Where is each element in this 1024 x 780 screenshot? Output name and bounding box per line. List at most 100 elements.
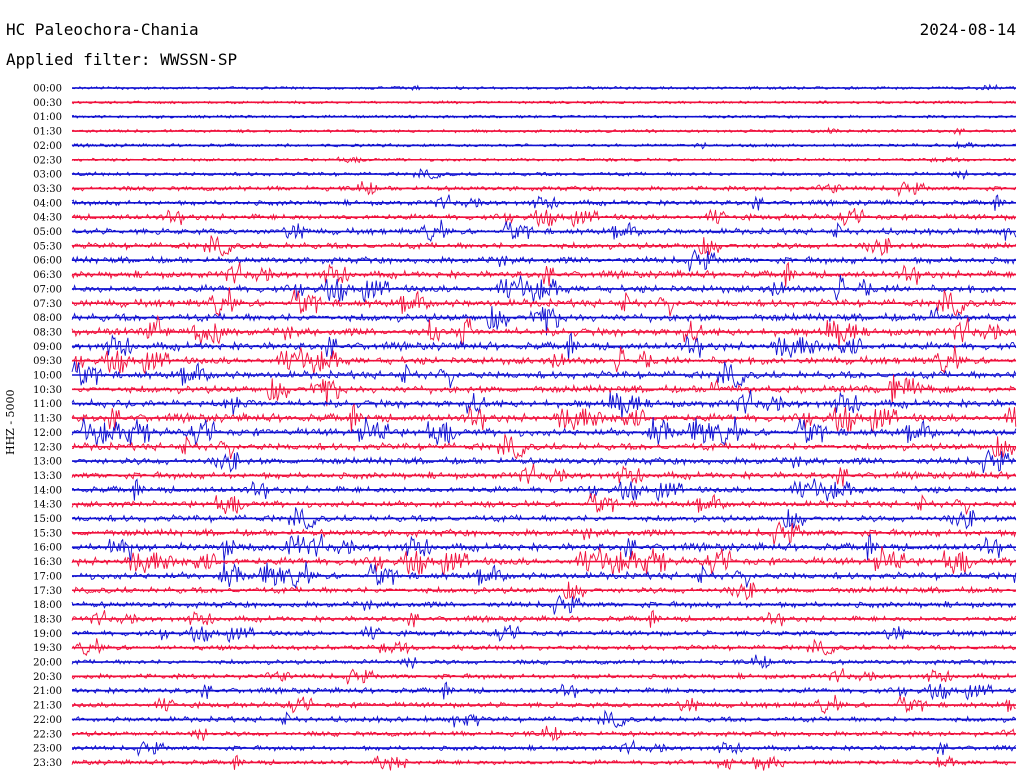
time-label: 17:00 (33, 571, 62, 582)
time-label: 08:30 (33, 327, 62, 338)
time-label: 11:30 (33, 414, 62, 425)
time-label: 05:00 (33, 227, 62, 238)
time-label: 16:00 (33, 543, 62, 554)
time-label: 04:00 (33, 198, 62, 209)
seismic-trace (71, 709, 1017, 728)
seismic-trace (72, 478, 1017, 503)
time-label: 05:30 (33, 241, 62, 252)
time-label: 07:30 (33, 299, 62, 310)
time-label: 20:30 (33, 672, 62, 683)
time-label: 20:00 (33, 658, 62, 669)
time-label: 13:30 (33, 471, 62, 482)
seismic-trace (71, 345, 1017, 375)
time-label: 12:30 (33, 442, 62, 453)
seismic-trace (71, 331, 1017, 361)
time-label: 10:30 (33, 385, 62, 396)
time-label: 15:30 (33, 528, 62, 539)
seismic-trace (71, 114, 1017, 120)
time-label: 10:00 (33, 371, 62, 382)
seismic-trace (72, 434, 1017, 460)
time-label: 00:30 (33, 98, 62, 109)
seismic-trace (71, 654, 1016, 669)
seismic-trace (71, 594, 1017, 615)
time-label: 03:00 (33, 170, 62, 181)
time-labels: 00:00 00:30 01:00 01:30 02:00 02:30 03:00 03:30… (33, 84, 62, 769)
seismic-trace (71, 739, 1017, 757)
time-label: 23:30 (33, 758, 62, 769)
seismic-trace (71, 168, 1017, 181)
time-label: 06:30 (33, 270, 62, 281)
time-label: 23:00 (33, 744, 62, 755)
seismic-trace (71, 248, 1016, 272)
seismic-trace (71, 521, 1017, 545)
time-label: 14:30 (33, 500, 62, 511)
seismic-trace (71, 754, 1016, 771)
time-label: 01:00 (33, 112, 62, 123)
time-label: 13:00 (33, 457, 62, 468)
seismic-trace (71, 361, 1017, 389)
time-label: 03:30 (33, 184, 62, 195)
seismic-trace (71, 374, 1017, 407)
time-label: 11:00 (33, 399, 62, 410)
time-label: 19:30 (33, 643, 62, 654)
time-label: 01:30 (33, 127, 62, 138)
time-label: 02:30 (33, 155, 62, 166)
time-label: 09:30 (33, 356, 62, 367)
seismic-trace (71, 533, 1016, 563)
time-label: 09:00 (33, 342, 62, 353)
seismic-trace (71, 181, 1017, 198)
time-label: 15:00 (33, 514, 62, 525)
seismic-trace (71, 140, 1016, 150)
time-label: 02:00 (33, 141, 62, 152)
time-label: 16:30 (33, 557, 62, 568)
seismic-trace (71, 463, 1017, 487)
time-label: 06:00 (33, 256, 62, 267)
seismic-trace (71, 581, 1016, 601)
time-label: 18:30 (33, 614, 62, 625)
seismic-trace (71, 668, 1017, 685)
time-label: 22:30 (33, 729, 62, 740)
seismic-trace (71, 306, 1017, 336)
seismic-trace (71, 416, 1017, 447)
time-label: 19:00 (33, 629, 62, 640)
time-label: 04:30 (33, 213, 62, 224)
time-label: 22:00 (33, 715, 62, 726)
seismic-trace (71, 219, 1017, 243)
traces (71, 83, 1017, 771)
seismic-trace (71, 725, 1017, 742)
seismic-trace (71, 449, 1016, 474)
seismic-trace (71, 100, 1016, 105)
station-title: HC Paleochora-Chania (6, 20, 199, 39)
seismic-trace (71, 314, 1017, 348)
time-label: 18:00 (33, 600, 62, 611)
seismic-trace (71, 546, 1016, 577)
seismic-trace (71, 561, 1017, 589)
time-label: 14:00 (33, 485, 62, 496)
seismic-trace (71, 235, 1017, 257)
seismic-trace (71, 287, 1017, 318)
time-label: 07:00 (33, 284, 62, 295)
seismic-trace (71, 126, 1017, 137)
seismic-trace (71, 402, 1017, 433)
seismic-trace (71, 493, 1017, 515)
seismic-trace (71, 261, 1016, 287)
filter-label: Applied filter: WWSSN-SP (6, 50, 238, 69)
seismic-trace (71, 194, 1016, 211)
seismic-trace (72, 694, 1016, 715)
seismic-trace (71, 638, 1016, 657)
time-label: 21:00 (33, 686, 62, 697)
seismic-trace (71, 609, 1017, 628)
seismic-trace (71, 681, 1016, 701)
time-label: 08:00 (33, 313, 62, 324)
time-label: 12:00 (33, 428, 62, 439)
time-label: 17:30 (33, 586, 62, 597)
seismic-trace (71, 507, 1017, 530)
seismic-trace (71, 155, 1017, 164)
time-label: 00:00 (33, 84, 62, 95)
time-label: 21:30 (33, 701, 62, 712)
seismic-trace (71, 83, 1017, 92)
date-label: 2024-08-14 (919, 20, 1016, 39)
seismic-trace (71, 208, 1017, 228)
seismic-trace (71, 624, 1017, 644)
